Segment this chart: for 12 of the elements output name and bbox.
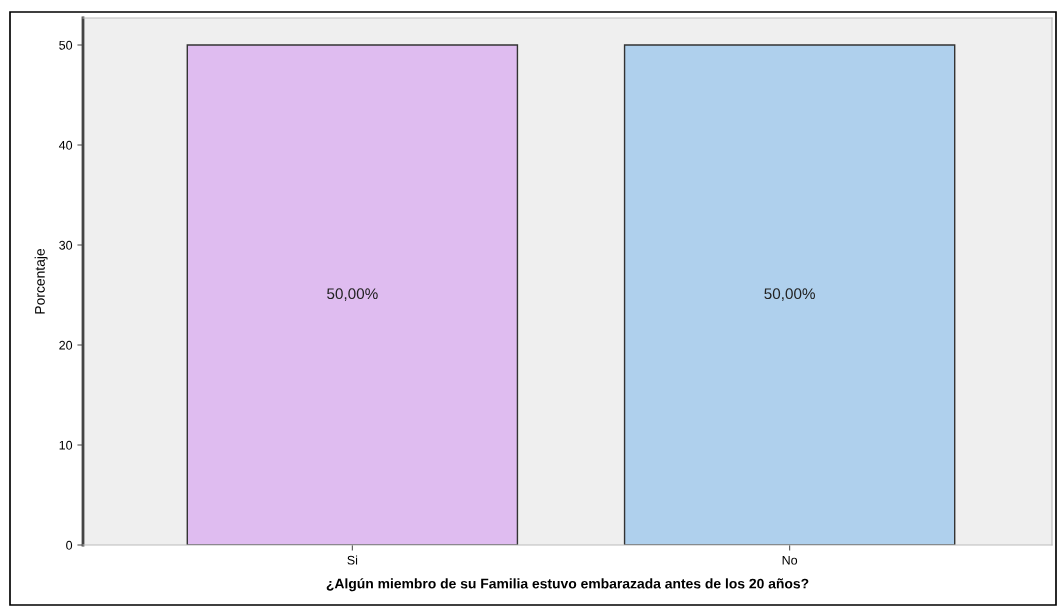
x-tick-label: No	[782, 555, 798, 565]
y-tick-label: 10	[59, 440, 73, 450]
y-tick-label: 0	[66, 540, 73, 550]
y-tick-label: 20	[59, 340, 73, 350]
x-axis-title: ¿Algún miembro de su Familia estuvo embarazada antes de los 20 años?	[326, 578, 809, 592]
y-tick-label: 30	[59, 240, 73, 250]
y-axis-title: Porcentaje	[34, 248, 48, 314]
data-label: 50,00%	[764, 288, 815, 301]
y-tick-label: 50	[59, 40, 73, 50]
y-tick-label: 40	[58, 140, 73, 150]
x-tick-label: Si	[347, 555, 358, 565]
data-label: 50,00%	[327, 288, 378, 301]
